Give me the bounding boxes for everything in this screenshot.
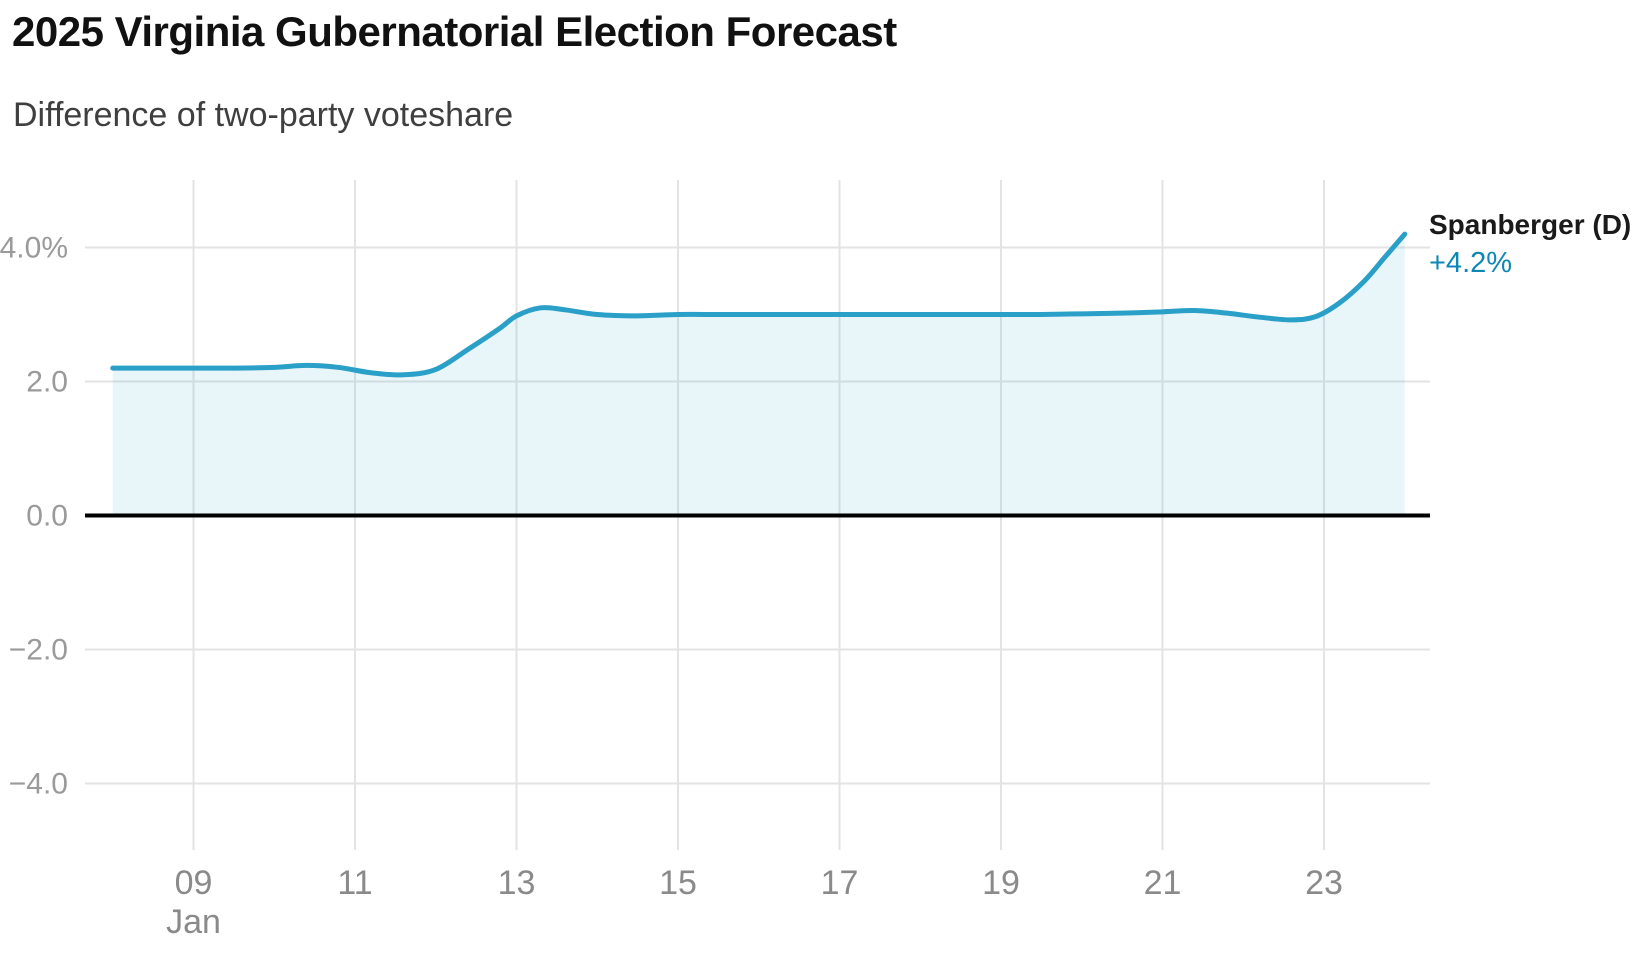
x-tick-label: 11 — [337, 864, 372, 902]
series-area — [112, 234, 1405, 516]
series-line — [110, 231, 1408, 378]
y-tick-label: −4.0 — [9, 768, 68, 801]
x-tick-label: 23 — [1305, 864, 1343, 902]
y-tick-label: 4.0% — [0, 232, 68, 265]
x-tick-label: 17 — [821, 864, 859, 902]
page-title: 2025 Virginia Gubernatorial Election For… — [12, 8, 897, 55]
y-tick-label: −2.0 — [9, 634, 68, 667]
month-label: Jan — [166, 903, 221, 941]
y-tick-label: 0.0 — [26, 500, 68, 533]
x-tick-label: 09 — [175, 864, 213, 902]
x-tick-label: 21 — [1144, 864, 1182, 902]
x-tick-label: 19 — [982, 864, 1020, 902]
series-end-label: Spanberger (D) +4.2% — [1429, 207, 1631, 281]
x-tick-label: 15 — [659, 864, 697, 902]
series-value-label: +4.2% — [1429, 247, 1513, 279]
series-name-label: Spanberger (D) — [1429, 209, 1632, 240]
y-tick-label: 2.0 — [26, 366, 68, 399]
x-tick-label: 13 — [498, 864, 536, 902]
page-subtitle: Difference of two-party voteshare — [13, 96, 514, 134]
